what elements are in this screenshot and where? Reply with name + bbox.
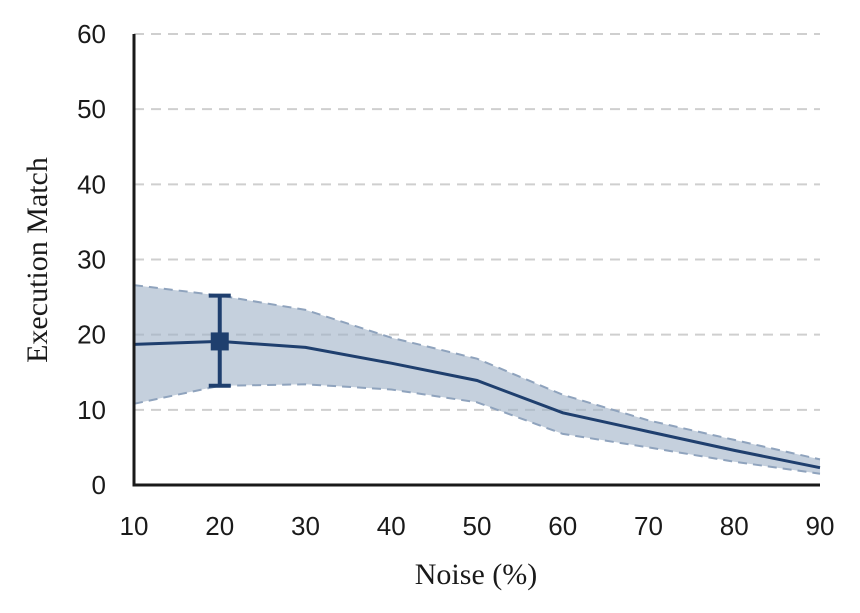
x-tick-60: 60 bbox=[548, 511, 577, 541]
y-tick-30: 30 bbox=[77, 245, 106, 275]
x-tick-90: 90 bbox=[806, 511, 835, 541]
error-bar-marker bbox=[208, 293, 231, 388]
grid-lines bbox=[134, 33, 820, 411]
x-tick-20: 20 bbox=[205, 511, 234, 541]
y-tick-20: 20 bbox=[77, 320, 106, 350]
y-tick-0: 0 bbox=[92, 470, 106, 500]
y-tick-labels: 0 10 20 30 40 50 60 bbox=[77, 19, 106, 500]
x-tick-70: 70 bbox=[634, 511, 663, 541]
band-upper-edge bbox=[133, 284, 821, 461]
y-tick-40: 40 bbox=[77, 169, 106, 199]
x-tick-80: 80 bbox=[720, 511, 749, 541]
band-lower-edge bbox=[133, 383, 821, 475]
x-tick-40: 40 bbox=[377, 511, 406, 541]
square-marker bbox=[210, 332, 229, 351]
x-axis-title: Noise (%) bbox=[415, 558, 537, 591]
x-tick-10: 10 bbox=[120, 511, 149, 541]
y-tick-50: 50 bbox=[77, 94, 106, 124]
y-tick-10: 10 bbox=[77, 395, 106, 425]
mean-line bbox=[133, 339, 821, 470]
x-tick-30: 30 bbox=[291, 511, 320, 541]
y-axis-title: Execution Match bbox=[21, 157, 54, 363]
x-tick-50: 50 bbox=[463, 511, 492, 541]
y-tick-60: 60 bbox=[77, 19, 106, 49]
x-tick-labels: 10 20 30 40 50 60 70 80 90 bbox=[120, 511, 835, 541]
